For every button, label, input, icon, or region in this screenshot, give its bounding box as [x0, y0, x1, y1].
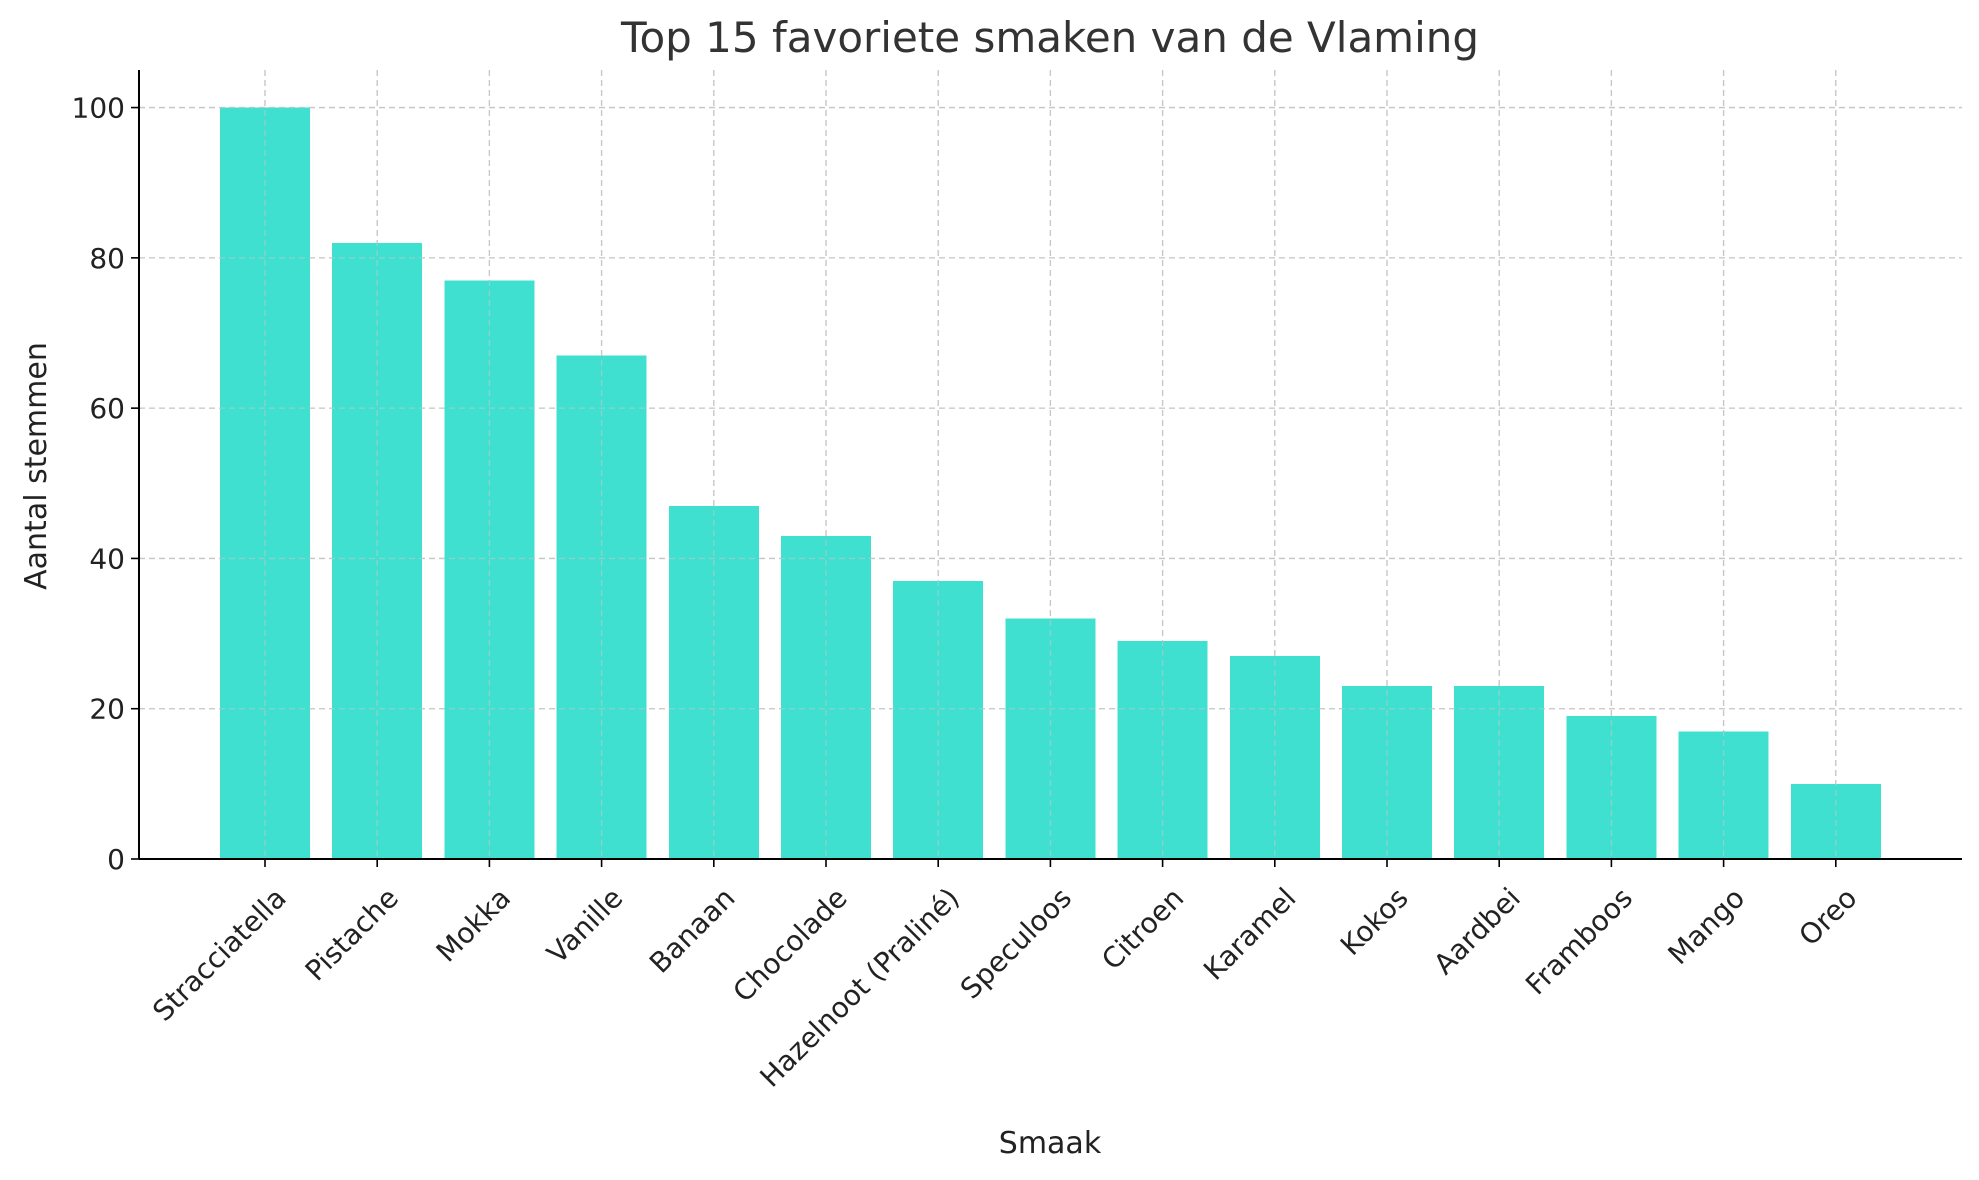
- axes: [131, 70, 1962, 867]
- chart-title: Top 15 favoriete smaken van de Vlaming: [620, 13, 1479, 62]
- y-tick-label: 60: [89, 392, 125, 425]
- x-tick-label: Mokka: [430, 881, 517, 968]
- grid-overlay: [139, 70, 1962, 859]
- x-tick-label: Karamel: [1197, 881, 1302, 986]
- x-tick-label: Aardbei: [1427, 881, 1527, 981]
- x-tick-label: Mango: [1661, 881, 1751, 971]
- x-tick-label: Kokos: [1334, 881, 1415, 962]
- x-tick-label: Vanille: [541, 881, 630, 970]
- x-tick-label: Stracciatella: [146, 881, 292, 1027]
- y-tick-label: 100: [72, 92, 125, 125]
- y-tick-label: 0: [107, 843, 125, 876]
- bar-speculoos: [1005, 618, 1096, 859]
- x-tick-label: Hazelnoot (Praliné): [754, 881, 966, 1093]
- x-tick-label: Framboos: [1519, 881, 1639, 1001]
- y-tick-label: 80: [89, 242, 125, 275]
- x-tick-label: Citroen: [1095, 881, 1190, 976]
- y-tick-label: 20: [89, 693, 125, 726]
- y-axis-title: Aantal stemmen: [19, 342, 54, 590]
- x-tick-label: Banaan: [643, 881, 741, 979]
- x-tick-label: Pistache: [299, 881, 405, 987]
- bar-karamel: [1229, 656, 1320, 859]
- bar-framboos: [1566, 716, 1657, 859]
- x-axis-title: Smaak: [999, 1126, 1102, 1161]
- x-tick-label: Oreo: [1793, 881, 1864, 952]
- x-tick-label: Speculoos: [954, 881, 1078, 1005]
- y-tick-label: 40: [89, 542, 125, 575]
